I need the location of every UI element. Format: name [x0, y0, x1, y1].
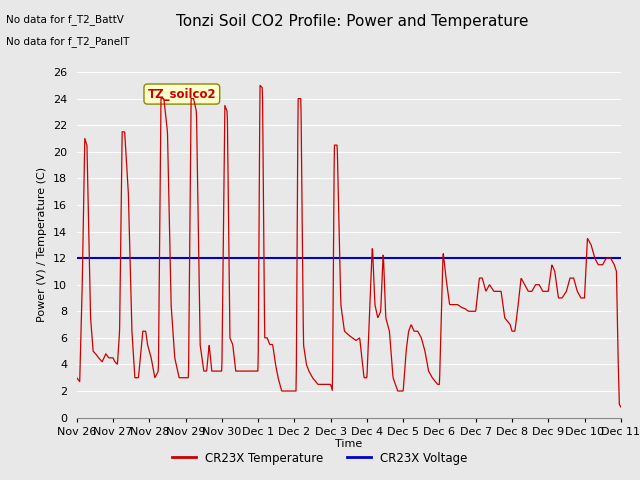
Legend: CR23X Temperature, CR23X Voltage: CR23X Temperature, CR23X Voltage [168, 447, 472, 469]
Text: TZ_soilco2: TZ_soilco2 [147, 87, 216, 100]
Text: Tonzi Soil CO2 Profile: Power and Temperature: Tonzi Soil CO2 Profile: Power and Temper… [176, 14, 528, 29]
X-axis label: Time: Time [335, 439, 362, 449]
Text: No data for f_T2_BattV: No data for f_T2_BattV [6, 14, 124, 25]
Text: No data for f_T2_PanelT: No data for f_T2_PanelT [6, 36, 130, 47]
Y-axis label: Power (V) / Temperature (C): Power (V) / Temperature (C) [37, 167, 47, 323]
